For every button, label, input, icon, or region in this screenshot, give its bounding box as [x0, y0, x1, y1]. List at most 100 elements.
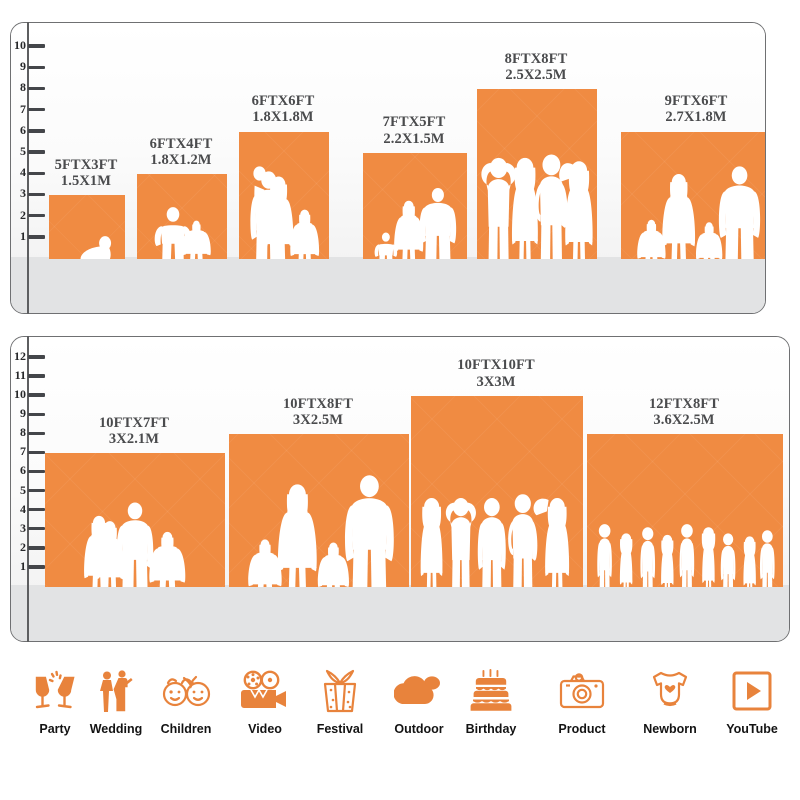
bride-groom-icon: [84, 662, 148, 720]
category-children[interactable]: Children: [144, 662, 228, 754]
category-icon-strip: Party Wedding Children: [0, 662, 800, 757]
category-label: Video: [248, 722, 282, 736]
people-silhouette-baby-crawling: [49, 195, 125, 259]
y-axis-spine: [27, 22, 29, 314]
y-axis-tick-mark: [28, 192, 45, 197]
bar-caption-10ftx10ft: 10FTX10FT 3X3M: [365, 357, 627, 390]
bar-caption-6ftx6ft: 6FTX6FT 1.8X1.8M: [193, 93, 373, 126]
y-axis-tick-label: 3: [20, 520, 26, 535]
category-label: Wedding: [89, 722, 143, 736]
category-youtube[interactable]: YouTube: [710, 662, 794, 754]
y-axis-tick-label: 7: [20, 101, 26, 116]
category-birthday[interactable]: Birthday: [449, 662, 533, 754]
bar-caption-feet: 7FTX5FT: [382, 114, 446, 131]
bar-caption-feet: 6FTX4FT: [149, 135, 213, 152]
y-axis-tick-label: 3: [20, 186, 26, 201]
y-axis-tick-mark: [28, 65, 45, 69]
y-axis-tick-label: 6: [20, 122, 26, 137]
y-axis-tick-label: 9: [20, 406, 26, 421]
category-product[interactable]: Product: [540, 662, 624, 754]
y-axis-tick-label: 8: [20, 425, 26, 440]
champagne-glasses-icon: [23, 662, 87, 720]
y-axis-tick-label: 1: [20, 228, 26, 243]
bar-8ftx8ft[interactable]: [477, 89, 597, 259]
bar-caption-meters: 1.8X1.2M: [150, 151, 212, 168]
category-label: Children: [160, 722, 212, 736]
y-axis-tick-mark: [28, 374, 45, 378]
bar-caption-meters: 3.6X2.5M: [653, 411, 715, 428]
y-axis-tick-mark: [28, 412, 45, 416]
bar-caption-meters: 2.2X1.5M: [383, 130, 445, 147]
two-kid-faces-icon: [154, 662, 218, 720]
category-newborn[interactable]: Newborn: [628, 662, 712, 754]
category-label: Outdoor: [394, 722, 444, 736]
y-axis-tick-label: 9: [20, 59, 26, 74]
people-silhouette-boy-girl: [137, 174, 227, 259]
bar-caption-feet: 10FTX8FT: [282, 395, 354, 412]
bar-caption-7ftx5ft: 7FTX5FT 2.2X1.5M: [317, 114, 511, 147]
y-axis-tick-mark: [28, 393, 45, 397]
bar-10ftx7ft[interactable]: [45, 453, 225, 587]
photo-camera-icon: [550, 662, 614, 720]
chart-panel-large: [10, 336, 790, 642]
y-axis-tick-mark: [28, 108, 45, 112]
y-axis-tick-mark: [28, 469, 45, 474]
people-silhouette-four-adults: [477, 89, 597, 259]
y-axis-chart-1: 1 2 3 4 5 6 7 8 9 10: [0, 22, 46, 314]
bar-caption-feet: 12FTX8FT: [648, 395, 720, 412]
bar-caption-meters: 1.5X1M: [60, 173, 112, 190]
category-party[interactable]: Party: [13, 662, 97, 754]
y-axis-tick-label: 2: [20, 539, 26, 554]
floor-band: [11, 585, 789, 641]
bar-10ftx8ft[interactable]: [229, 434, 409, 587]
bar-caption-feet: 8FTX8FT: [504, 50, 568, 67]
chart-panel-small-medium: [10, 22, 766, 314]
y-axis-tick-mark: [28, 431, 45, 435]
y-axis-tick-mark: [28, 527, 45, 531]
people-silhouette-family-four: [229, 434, 409, 587]
floor-band: [11, 257, 765, 313]
y-axis-tick-label: 12: [14, 348, 26, 363]
bar-caption-feet: 9FTX6FT: [664, 93, 728, 110]
y-axis-tick-mark: [28, 44, 45, 48]
y-axis-tick-mark: [28, 355, 45, 359]
category-label: Party: [39, 722, 71, 736]
category-festival[interactable]: Festival: [298, 662, 382, 754]
people-silhouette-family-three: [45, 453, 225, 587]
bar-caption-10ftx8ft: 10FTX8FT 3X2.5M: [183, 396, 453, 429]
y-axis-tick-label: 1: [20, 558, 26, 573]
y-axis-tick-label: 2: [20, 207, 26, 222]
bar-caption-feet: 10FTX10FT: [457, 357, 535, 374]
bar-caption-10ftx7ft: 10FTX7FT 3X2.1M: [0, 415, 269, 448]
y-axis-tick-label: 10: [14, 387, 26, 401]
y-axis-tick-mark: [28, 235, 45, 239]
y-axis-tick-label: 5: [20, 144, 26, 158]
bar-caption-feet: 10FTX7FT: [98, 414, 170, 431]
category-video[interactable]: Video: [223, 662, 307, 754]
bar-caption-9ftx6ft: 9FTX6FT 2.7X1.8M: [575, 93, 800, 126]
bar-caption-8ftx8ft: 8FTX8FT 2.5X2.5M: [431, 51, 641, 84]
birthday-cake-icon: [459, 662, 523, 720]
bar-6ftx6ft[interactable]: [239, 131, 329, 259]
category-label: Product: [558, 722, 606, 736]
bar-10ftx10ft[interactable]: [411, 396, 583, 587]
y-axis-tick-label: 8: [20, 80, 26, 95]
bar-caption-12ftx8ft: 12FTX8FT 3.6X2.5M: [541, 396, 800, 429]
bar-12ftx8ft[interactable]: [587, 434, 783, 587]
category-wedding[interactable]: Wedding: [74, 662, 158, 754]
people-silhouette-eight-adults: [587, 434, 783, 587]
bar-7ftx5ft[interactable]: [363, 153, 467, 259]
category-outdoor[interactable]: Outdoor: [377, 662, 461, 754]
bar-9ftx6ft[interactable]: [621, 131, 765, 259]
people-silhouette-child-woman-man: [363, 153, 467, 259]
y-axis-tick-mark: [28, 86, 45, 91]
bar-caption-meters: 2.7X1.8M: [665, 109, 727, 126]
play-button-icon: [720, 662, 784, 720]
y-axis-tick-label: 4: [20, 501, 26, 516]
bar-caption-meters: 2.5X2.5M: [505, 67, 567, 84]
y-axis-tick-mark: [28, 508, 45, 512]
bar-5ftx3ft[interactable]: [49, 195, 125, 259]
bar-6ftx4ft[interactable]: [137, 174, 227, 259]
y-axis-tick-label: 11: [14, 367, 26, 382]
